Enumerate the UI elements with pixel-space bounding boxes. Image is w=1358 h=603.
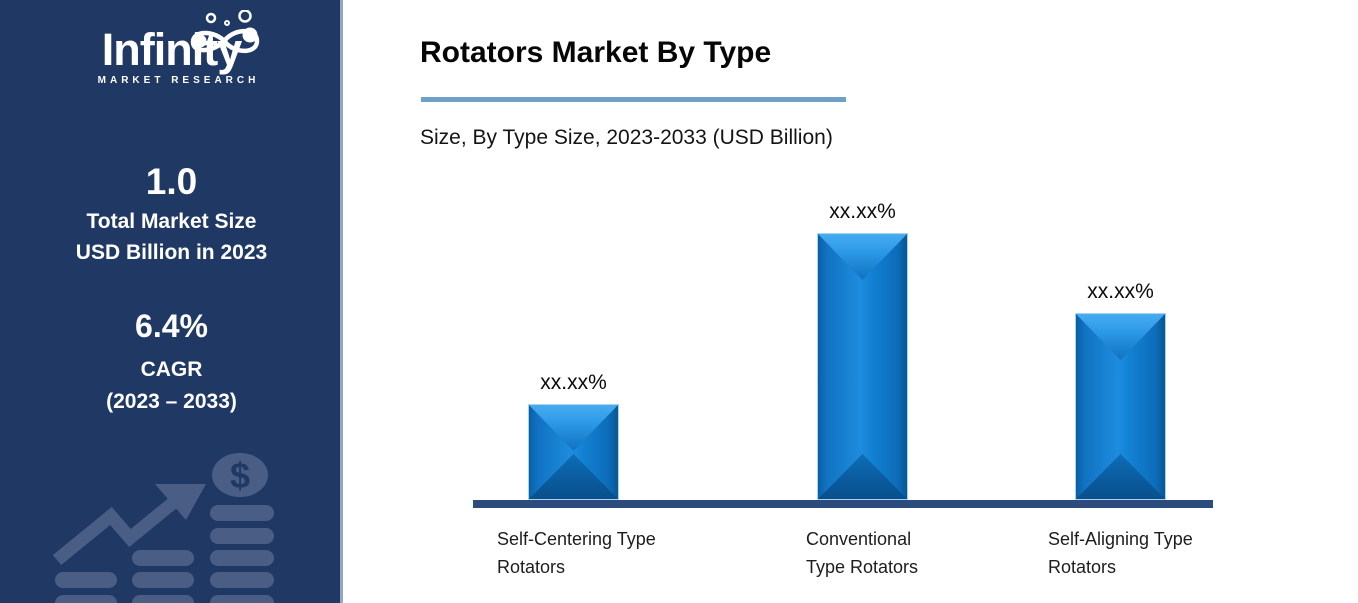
chart-bar-1 (817, 233, 908, 500)
coin-bar (210, 505, 274, 521)
cagr-label: CAGR (140, 358, 203, 381)
sidebar: Infinity MARKET RESEARCH 1.0 Total Marke… (0, 0, 343, 603)
chart-bar-0 (528, 404, 619, 500)
category-label-2: Self-Aligning Type Rotators (1048, 529, 1193, 577)
brand-tagline: MARKET RESEARCH (97, 75, 260, 86)
dollar-coin-icon (212, 453, 268, 497)
growth-coins-graphic: $ (52, 453, 274, 603)
category-label-0: Self-Centering Type Rotators (497, 529, 656, 577)
total-market-size-value: 1.0 (145, 161, 198, 202)
category-label-1: Conventional Type Rotators (806, 529, 919, 577)
dollar-sign: $ (230, 455, 250, 496)
infinity-swirl-icon (191, 10, 260, 54)
total-market-size-unit: USD Billion in 2023 (75, 241, 268, 264)
title-divider (421, 97, 846, 102)
chart-bar-2 (1075, 313, 1166, 500)
chart-subtitle: Size, By Type Size, 2023-2033 (USD Billi… (420, 126, 833, 149)
bar-value-label-2: xx.xx% (1087, 280, 1154, 303)
bar-value-label-0: xx.xx% (540, 371, 607, 394)
page-title: Rotators Market By Type (420, 36, 772, 69)
cagr-value: 6.4% (135, 308, 208, 344)
bar-value-label-1: xx.xx% (829, 200, 896, 223)
growth-arrow-icon (155, 484, 206, 520)
brand-name: Infinity (101, 24, 242, 75)
total-market-size-label: Total Market Size (86, 210, 257, 233)
cagr-period: (2023 – 2033) (106, 390, 237, 413)
brand-logo: Infinity MARKET RESEARCH (0, 10, 343, 88)
x-axis-line (473, 500, 1213, 508)
